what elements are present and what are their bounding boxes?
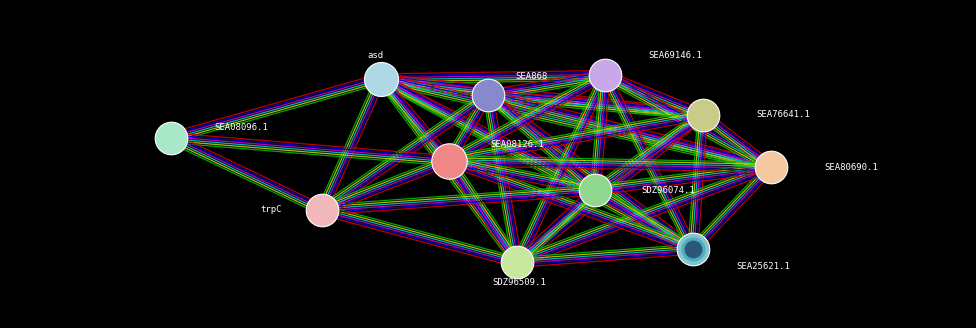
Point (163, 135, 179, 140)
Point (441, 158, 457, 163)
Point (509, 260, 525, 265)
Point (685, 247, 701, 252)
Text: SEA80690.1: SEA80690.1 (824, 163, 878, 172)
Text: SDZ96509.1: SDZ96509.1 (492, 278, 547, 287)
Text: SDZ96074.1: SDZ96074.1 (641, 186, 696, 195)
Point (314, 207, 330, 213)
Point (597, 73, 613, 78)
Text: SEA76641.1: SEA76641.1 (755, 110, 810, 119)
Text: SEA69146.1: SEA69146.1 (648, 51, 703, 60)
Text: trpC: trpC (261, 205, 282, 215)
Point (373, 76, 388, 81)
Point (695, 112, 711, 117)
Point (763, 165, 779, 170)
Text: SEA08126.1: SEA08126.1 (490, 140, 545, 150)
Point (685, 247, 701, 252)
Text: SEA08096.1: SEA08096.1 (214, 123, 268, 132)
Text: SEA868: SEA868 (515, 72, 549, 81)
Text: SEA25621.1: SEA25621.1 (736, 262, 791, 271)
Text: asd: asd (368, 51, 384, 60)
Point (685, 247, 701, 252)
Point (588, 188, 603, 193)
Point (480, 92, 496, 98)
